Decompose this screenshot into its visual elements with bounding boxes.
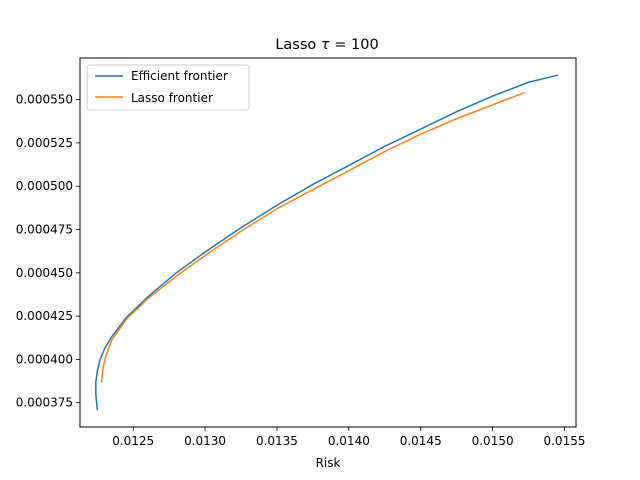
series-line-efficient-frontier <box>95 74 559 411</box>
plot-area <box>95 74 559 411</box>
x-tick-label: 0.0140 <box>328 434 370 448</box>
y-tick-label: 0.000450 <box>16 266 73 280</box>
chart-title: Lasso τ = 100 <box>275 37 378 53</box>
chart-title-prefix: Lasso <box>275 37 321 53</box>
x-tick-label: 0.0150 <box>472 434 514 448</box>
series-line-lasso-frontier <box>100 91 525 383</box>
chart-title-suffix: = 100 <box>330 37 379 53</box>
axes-frame <box>79 57 577 428</box>
x-tick-label: 0.0145 <box>400 434 442 448</box>
legend-label-efficient-frontier: Efficient frontier <box>131 69 228 83</box>
x-axis-label: Risk <box>316 456 341 470</box>
y-axis: 0.000375 0.000400 0.000425 0.000450 0.000475… <box>16 93 80 410</box>
chart-title-symbol: τ <box>321 37 330 53</box>
x-tick-label: 0.0155 <box>543 434 585 448</box>
legend-label-lasso-frontier: Lasso frontier <box>131 91 213 105</box>
y-tick-label: 0.000375 <box>16 396 73 410</box>
legend: Efficient frontier Lasso frontier <box>86 64 250 111</box>
y-tick-label: 0.000475 <box>16 223 73 237</box>
y-tick-label: 0.000400 <box>16 352 73 366</box>
y-tick-label: 0.000550 <box>16 93 73 107</box>
y-tick-label: 0.000425 <box>16 309 73 323</box>
y-tick-label: 0.000500 <box>16 179 73 193</box>
legend-box <box>86 64 250 111</box>
x-tick-label: 0.0125 <box>112 434 154 448</box>
x-tick-label: 0.0135 <box>256 434 298 448</box>
x-tick-label: 0.0130 <box>184 434 226 448</box>
y-tick-label: 0.000525 <box>16 136 73 150</box>
x-axis: 0.0125 0.0130 0.0135 0.0140 0.0145 0.0150 0.01… <box>112 427 585 448</box>
